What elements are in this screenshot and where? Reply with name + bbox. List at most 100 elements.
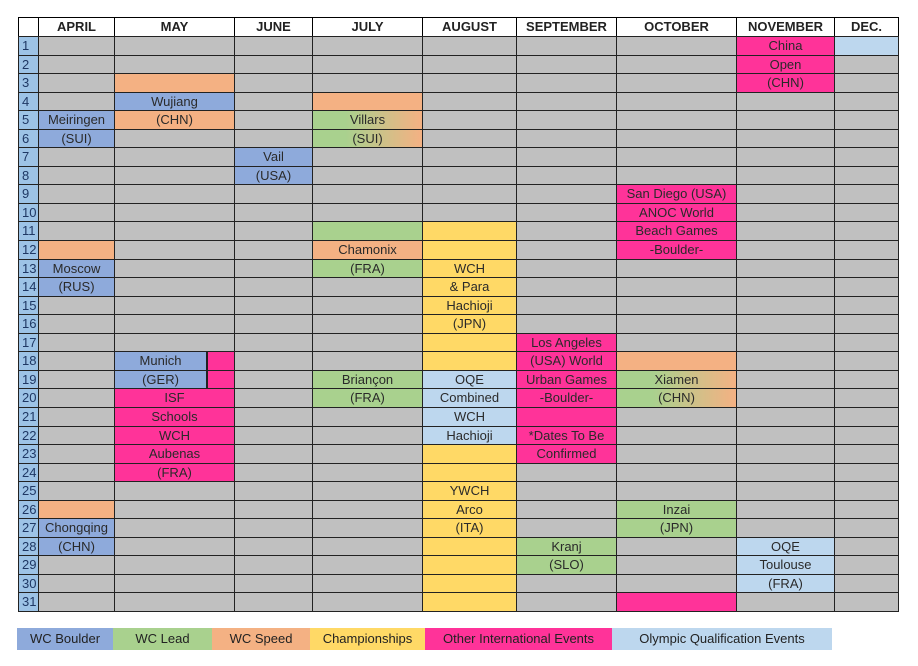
day-number: 10 — [18, 202, 39, 223]
calendar-cell — [38, 147, 115, 167]
calendar-cell — [234, 221, 313, 242]
calendar-cell — [736, 240, 835, 260]
calendar-cell — [834, 184, 899, 204]
calendar-cell — [234, 258, 313, 279]
calendar-cell — [616, 128, 737, 149]
event-cell-champ: Hachioji — [422, 295, 517, 316]
calendar-cell — [736, 202, 835, 223]
event-cell-lead — [312, 221, 423, 242]
calendar-cell — [312, 54, 423, 75]
calendar-cell — [516, 499, 617, 520]
day-number: 3 — [18, 73, 39, 93]
event-cell-other — [616, 592, 737, 612]
header-month: DEC. — [834, 17, 899, 37]
header-month: OCTOBER — [616, 17, 737, 37]
calendar-cell — [834, 499, 899, 520]
event-cell-champ: Arco — [422, 499, 517, 520]
calendar-cell — [114, 314, 235, 334]
calendar-cell — [834, 481, 899, 501]
calendar-cell — [834, 91, 899, 112]
calendar-cell — [616, 573, 737, 594]
event-cell-other: ISF — [114, 388, 235, 408]
calendar-cell — [234, 444, 313, 464]
event-cell-champ — [422, 573, 517, 594]
calendar-cell — [616, 555, 737, 575]
calendar-cell — [312, 351, 423, 371]
calendar-cell — [312, 202, 423, 223]
event-cell-other: Open — [736, 54, 835, 75]
calendar-cell — [38, 332, 115, 353]
calendar-cell — [234, 462, 313, 483]
calendar-cell — [38, 406, 115, 427]
calendar-cell — [834, 369, 899, 390]
calendar-cell — [38, 351, 115, 371]
calendar-cell — [516, 573, 617, 594]
calendar-cell — [616, 444, 737, 464]
calendar-cell — [736, 110, 835, 130]
header-month: JUNE — [234, 17, 313, 37]
calendar-cell — [736, 295, 835, 316]
calendar-cell — [38, 592, 115, 612]
event-cell-lead: Kranj — [516, 536, 617, 557]
calendar-cell — [312, 314, 423, 334]
calendar-cell — [516, 110, 617, 130]
calendar-cell — [736, 91, 835, 112]
calendar-cell — [834, 202, 899, 223]
calendar-cell — [38, 369, 115, 390]
calendar-cell — [234, 36, 313, 56]
event-cell-boulder: Meiringen — [38, 110, 115, 130]
calendar-cell — [834, 295, 899, 316]
event-cell-speed — [114, 73, 235, 93]
calendar-cell — [834, 406, 899, 427]
calendar-cell — [38, 481, 115, 501]
event-cell-speed: Chamonix — [312, 240, 423, 260]
calendar-cell — [234, 592, 313, 612]
calendar-cell — [736, 481, 835, 501]
event-cell-lead-speed: (CHN) — [616, 388, 737, 408]
calendar-cell — [616, 481, 737, 501]
day-number: 6 — [18, 128, 39, 149]
calendar-cell — [422, 202, 517, 223]
calendar-cell — [834, 555, 899, 575]
calendar-cell — [312, 444, 423, 464]
calendar-cell — [422, 110, 517, 130]
event-cell-other: China — [736, 36, 835, 56]
calendar-cell — [616, 110, 737, 130]
day-number: 27 — [18, 518, 39, 538]
calendar-cell — [422, 54, 517, 75]
calendar-cell — [616, 277, 737, 297]
event-cell-boulder: Munich — [114, 351, 208, 371]
day-number: 28 — [18, 536, 39, 557]
day-number: 14 — [18, 277, 39, 297]
day-number: 13 — [18, 258, 39, 279]
calendar-cell — [234, 277, 313, 297]
day-number: 24 — [18, 462, 39, 483]
calendar-cell — [516, 240, 617, 260]
day-number: 25 — [18, 481, 39, 501]
calendar-cell — [736, 332, 835, 353]
calendar-cell — [834, 110, 899, 130]
calendar-cell — [736, 147, 835, 167]
day-number: 1 — [18, 36, 39, 56]
calendar-cell — [736, 165, 835, 186]
calendar-cell — [312, 165, 423, 186]
calendar-cell — [114, 277, 235, 297]
day-number: 16 — [18, 314, 39, 334]
calendar-cell — [834, 592, 899, 612]
calendar-cell — [312, 573, 423, 594]
calendar-cell — [616, 73, 737, 93]
calendar-cell — [516, 221, 617, 242]
event-cell-lead: (FRA) — [312, 258, 423, 279]
event-cell-champ: WCH — [422, 258, 517, 279]
calendar-cell — [616, 165, 737, 186]
calendar-cell — [312, 499, 423, 520]
calendar-cell — [616, 258, 737, 279]
calendar-cell — [834, 444, 899, 464]
event-cell-boulder: Vail — [234, 147, 313, 167]
calendar-cell — [736, 425, 835, 446]
day-number: 9 — [18, 184, 39, 204]
calendar-cell — [516, 202, 617, 223]
calendar-cell — [516, 314, 617, 334]
calendar-cell — [834, 518, 899, 538]
calendar-cell — [234, 388, 313, 408]
